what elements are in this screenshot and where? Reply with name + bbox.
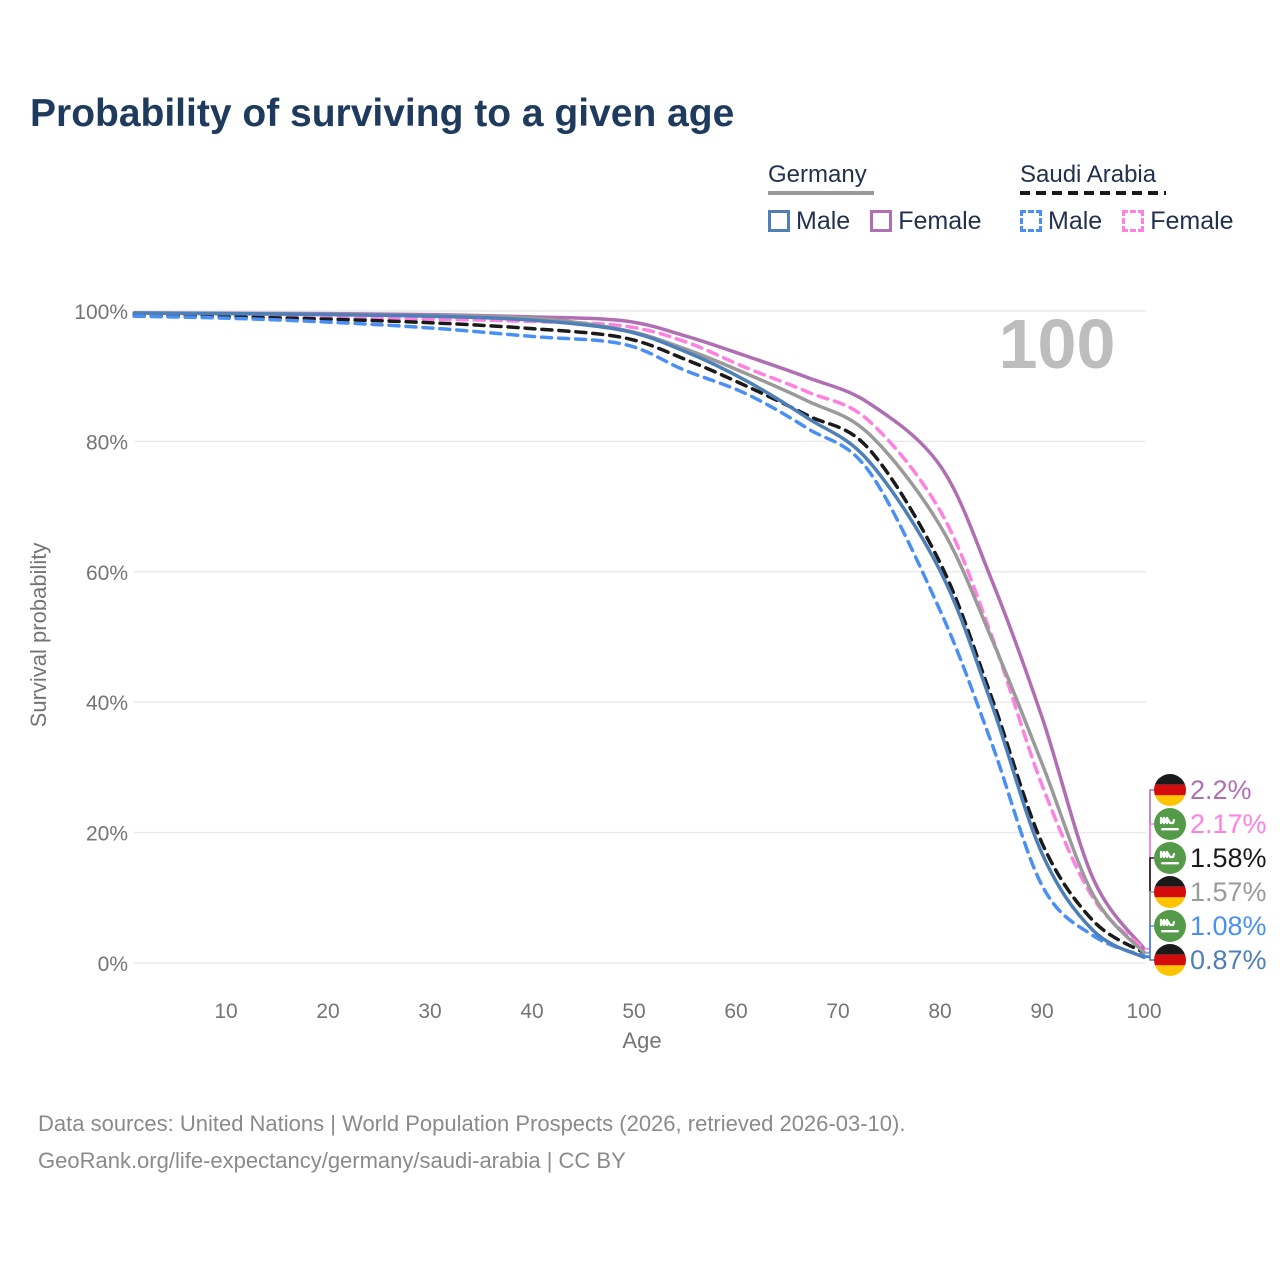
- flag-band-black: [1154, 774, 1186, 785]
- x-tick-label: 70: [826, 1000, 849, 1023]
- gridlines: [134, 310, 1146, 964]
- legend-group-saudi-arabia: Saudi Arabia Male Female: [1020, 162, 1254, 234]
- legend-saudi-male-swatch[interactable]: [1020, 210, 1042, 232]
- end-label-connector: [1144, 789, 1154, 950]
- legend-germany-male-swatch[interactable]: [768, 210, 790, 232]
- legend-germany-female-swatch[interactable]: [870, 210, 893, 232]
- x-axis-title: Age: [622, 1028, 661, 1053]
- flag-script: [1159, 918, 1176, 927]
- y-tick-label: 80%: [86, 431, 128, 454]
- legend-germany-male-label[interactable]: Male: [796, 207, 851, 235]
- end-label-value: 1.58%: [1190, 843, 1267, 873]
- age-watermark: 100: [999, 305, 1116, 383]
- flag-band-gold: [1154, 897, 1186, 908]
- x-axis-tick-labels: 10 20 30 40 50 60 70 80 90 100: [214, 1000, 1161, 1023]
- end-label-connector: [1144, 956, 1154, 961]
- legend-saudi-female-label[interactable]: Female: [1150, 207, 1234, 235]
- end-label-value: 1.08%: [1190, 911, 1267, 941]
- end-value-labels: 2.2% 2.17% 1.58% 1.57% 1.08% 0.87%: [1144, 774, 1267, 976]
- series-line-germany-all[interactable]: [132, 311, 1146, 955]
- x-tick-label: 100: [1126, 1000, 1161, 1023]
- y-tick-label: 40%: [86, 692, 128, 715]
- y-tick-label: 0%: [98, 953, 128, 976]
- x-tick-label: 20: [316, 1000, 339, 1023]
- legend-saudi-female-swatch[interactable]: [1122, 210, 1145, 232]
- flag-sa-icon: [1154, 808, 1186, 840]
- x-tick-label: 10: [214, 1000, 237, 1023]
- legend-germany-title: Germany: [768, 161, 867, 188]
- flag-band-gold: [1154, 965, 1186, 976]
- germany-line-style-sample: [768, 191, 874, 195]
- flag-band-black: [1154, 876, 1186, 887]
- series-line-germany-male[interactable]: [132, 311, 1146, 960]
- y-tick-label: 100%: [74, 301, 128, 324]
- end-label-connector: [1144, 857, 1154, 954]
- series-line-saudi-female[interactable]: [132, 313, 1146, 951]
- flag-sword: [1161, 930, 1179, 933]
- flag-sword: [1161, 862, 1179, 865]
- flag-sa-icon: [1154, 910, 1186, 942]
- legend-saudi-title: Saudi Arabia: [1020, 161, 1157, 188]
- flag-sword: [1161, 828, 1179, 831]
- y-tick-label: 60%: [86, 562, 128, 585]
- series-lines: [132, 311, 1146, 960]
- x-tick-label: 90: [1030, 1000, 1053, 1023]
- saudi-line-style-sample: [1020, 191, 1166, 195]
- flag-band-red: [1154, 784, 1186, 796]
- x-tick-label: 80: [928, 1000, 951, 1023]
- flag-de-icon: [1154, 944, 1186, 976]
- footer: Data sources: United Nations | World Pop…: [38, 1105, 905, 1179]
- x-tick-label: 40: [520, 1000, 543, 1023]
- series-line-saudi-male[interactable]: [132, 314, 1146, 958]
- end-label-value: 1.57%: [1190, 877, 1267, 907]
- flag-script: [1159, 850, 1176, 859]
- footer-attribution: GeoRank.org/life-expectancy/germany/saud…: [38, 1148, 626, 1173]
- x-tick-label: 30: [418, 1000, 441, 1023]
- end-label-value: 0.87%: [1190, 945, 1267, 975]
- end-label-value: 2.2%: [1190, 775, 1252, 805]
- footer-data-sources: Data sources: United Nations | World Pop…: [38, 1111, 906, 1136]
- end-label-connector: [1144, 823, 1154, 950]
- end-label-connector: [1144, 891, 1154, 954]
- series-line-saudi-all[interactable]: [132, 313, 1146, 955]
- x-tick-label: 60: [724, 1000, 747, 1023]
- flag-band-red: [1154, 886, 1186, 898]
- legend-saudi-male-label[interactable]: Male: [1048, 207, 1103, 235]
- legend-group-germany: Germany Male Female: [768, 162, 1002, 234]
- end-label-value: 2.17%: [1190, 809, 1267, 839]
- flag-de-icon: [1154, 876, 1186, 908]
- flag-band-black: [1154, 944, 1186, 955]
- flag-sa-icon: [1154, 842, 1186, 874]
- flag-de-icon: [1154, 774, 1186, 806]
- y-axis-title: Survival probability: [26, 543, 51, 728]
- flag-band-gold: [1154, 795, 1186, 806]
- flag-script: [1159, 816, 1176, 825]
- x-tick-label: 50: [622, 1000, 645, 1023]
- series-line-germany-female[interactable]: [132, 311, 1146, 951]
- flag-band-red: [1154, 954, 1186, 966]
- y-axis-tick-labels: 0% 20% 40% 60% 80% 100%: [74, 301, 128, 976]
- legend-germany-female-label[interactable]: Female: [898, 207, 982, 235]
- page-title: Probability of surviving to a given age: [30, 92, 735, 135]
- y-tick-label: 20%: [86, 823, 128, 846]
- end-label-connector: [1144, 925, 1154, 957]
